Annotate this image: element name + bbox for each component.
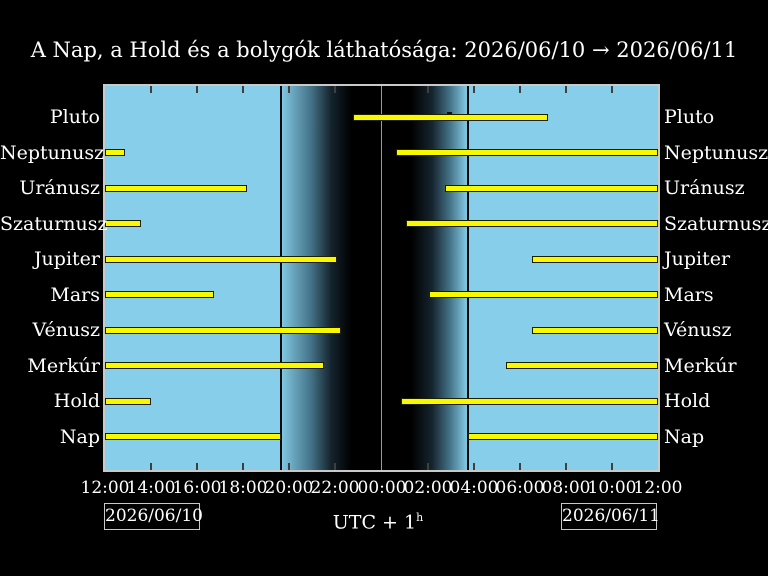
x-axis-label-10-00-11: 10:00 <box>587 478 637 498</box>
visibility-bar-hold-0 <box>105 398 151 405</box>
timezone-label: UTC + 1h <box>332 511 424 534</box>
axis-tick <box>611 463 613 470</box>
plot-area <box>103 84 660 472</box>
visibility-bar-nap-0 <box>105 433 281 440</box>
x-axis-label-00-00-6: 00:00 <box>357 478 407 498</box>
x-axis-label-02-00-7: 02:00 <box>403 478 453 498</box>
x-axis-label-04-00-8: 04:00 <box>449 478 499 498</box>
visibility-bar-mars-0 <box>105 291 214 298</box>
visibility-bar-nap-1 <box>468 433 658 440</box>
x-axis-label-16-00-2: 16:00 <box>172 478 222 498</box>
visibility-bar-venusz-1 <box>532 327 658 334</box>
row-label-right-neptunusz: Neptunusz <box>664 142 768 164</box>
x-axis-label-22-00-5: 22:00 <box>310 478 360 498</box>
start-date-label: 2026/06/10 <box>105 506 203 526</box>
axis-tick <box>150 86 152 93</box>
visibility-bar-merkur-1 <box>506 362 658 369</box>
date-box-start: 2026/06/10 <box>104 503 203 530</box>
axis-tick <box>565 86 567 93</box>
axis-tick <box>196 86 198 93</box>
visibility-bar-neptunusz-0 <box>105 149 125 156</box>
axis-tick <box>242 463 244 470</box>
x-axis-label-08-00-10: 08:00 <box>541 478 591 498</box>
culmination-marker-pluto <box>447 112 452 114</box>
row-label-right-pluto: Pluto <box>664 106 715 128</box>
visibility-bar-uranusz-1 <box>445 185 658 192</box>
visibility-bar-mars-1 <box>429 291 658 298</box>
row-label-left-uranusz: Uránusz <box>19 177 100 199</box>
axis-tick <box>334 86 336 93</box>
end-date-label: 2026/06/11 <box>562 506 660 526</box>
row-label-right-mars: Mars <box>664 284 714 306</box>
visibility-bar-neptunusz-1 <box>396 149 658 156</box>
row-label-left-venusz: Vénusz <box>32 319 100 341</box>
row-label-left-pluto: Pluto <box>49 106 100 128</box>
axis-tick <box>427 86 429 93</box>
axis-tick <box>150 463 152 470</box>
x-axis-label-20-00-4: 20:00 <box>264 478 314 498</box>
axis-tick <box>427 463 429 470</box>
row-label-right-uranusz: Uránusz <box>664 177 745 199</box>
timezone-superscript: h <box>416 511 424 524</box>
axis-tick <box>565 463 567 470</box>
axis-tick <box>288 86 290 93</box>
midnight-line <box>381 86 382 470</box>
row-label-right-merkur: Merkúr <box>664 355 737 377</box>
x-axis-label-12-00-0: 12:00 <box>80 478 130 498</box>
axis-tick <box>473 463 475 470</box>
x-axis-label-12-00-12: 12:00 <box>633 478 683 498</box>
x-axis-label-14-00-1: 14:00 <box>126 478 176 498</box>
x-axis-label-06-00-9: 06:00 <box>495 478 545 498</box>
visibility-bar-szaturnusz-0 <box>105 220 141 227</box>
row-label-left-neptunusz: Neptunusz <box>0 142 105 164</box>
axis-tick <box>288 463 290 470</box>
row-label-left-mars: Mars <box>50 284 100 306</box>
visibility-bar-pluto-0 <box>353 114 548 121</box>
row-label-right-hold: Hold <box>664 390 711 412</box>
row-label-left-jupiter: Jupiter <box>33 248 100 270</box>
x-axis-label-18-00-3: 18:00 <box>218 478 268 498</box>
row-label-left-hold: Hold <box>53 390 100 412</box>
row-label-left-szaturnusz: Szaturnusz <box>0 213 108 235</box>
axis-tick <box>196 463 198 470</box>
axis-tick <box>473 86 475 93</box>
row-label-right-nap: Nap <box>664 426 705 448</box>
visibility-bar-uranusz-0 <box>105 185 247 192</box>
date-box-end: 2026/06/11 <box>561 503 660 530</box>
axis-tick <box>519 463 521 470</box>
axis-tick <box>334 463 336 470</box>
row-label-right-szaturnusz: Szaturnusz <box>664 213 768 235</box>
row-label-right-jupiter: Jupiter <box>664 248 731 270</box>
sunrise-line <box>467 86 469 470</box>
axis-tick <box>611 86 613 93</box>
chart-title: A Nap, a Hold és a bolygók láthatósága: … <box>30 38 738 62</box>
axis-tick <box>519 86 521 93</box>
visibility-bar-jupiter-0 <box>105 256 337 263</box>
row-label-left-merkur: Merkúr <box>27 355 100 377</box>
visibility-bar-hold-1 <box>401 398 658 405</box>
visibility-bar-venusz-0 <box>105 327 341 334</box>
visibility-bar-jupiter-1 <box>532 256 658 263</box>
row-label-left-nap: Nap <box>59 426 100 448</box>
axis-tick <box>242 86 244 93</box>
row-label-right-venusz: Vénusz <box>664 319 732 341</box>
visibility-bar-merkur-0 <box>105 362 324 369</box>
visibility-bar-szaturnusz-1 <box>406 220 658 227</box>
sunset-line <box>280 86 283 470</box>
